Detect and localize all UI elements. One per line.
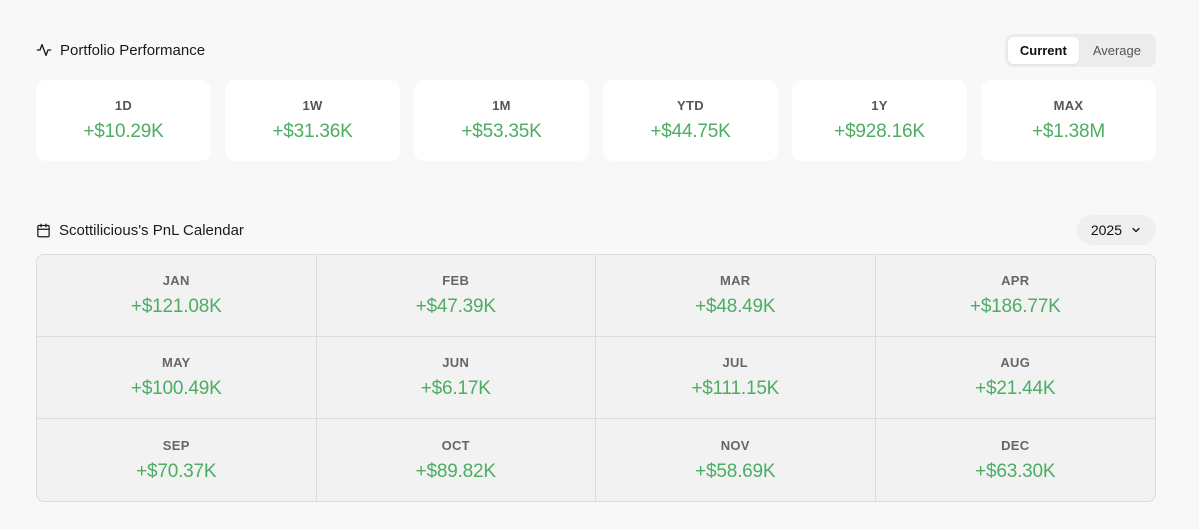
month-label: JUL bbox=[722, 355, 748, 370]
period-label: MAX bbox=[1053, 98, 1084, 113]
month-label: DEC bbox=[1001, 437, 1030, 453]
period-value: +$31.36K bbox=[272, 121, 353, 142]
month-label: MAY bbox=[161, 355, 191, 370]
month-cell-mar[interactable]: MAR +$48.49K bbox=[596, 255, 876, 337]
month-cell-nov[interactable]: NOV +$58.69K bbox=[596, 419, 876, 501]
period-card-1y: 1Y +$928.16K bbox=[792, 80, 967, 161]
period-label: YTD bbox=[677, 98, 704, 113]
period-card-max: MAX +$1.38M bbox=[981, 80, 1156, 161]
period-value: +$928.16K bbox=[834, 121, 925, 142]
calendar-header: Scottilicious's PnL Calendar 2025 bbox=[36, 214, 1156, 246]
year-dropdown[interactable]: 2025 bbox=[1076, 215, 1156, 245]
month-cell-may[interactable]: MAY +$100.49K bbox=[37, 337, 317, 419]
month-label: MAR bbox=[719, 273, 751, 288]
month-cell-aug[interactable]: AUG +$21.44K bbox=[875, 337, 1155, 419]
month-value: +$186.77K bbox=[969, 296, 1061, 317]
period-card-1d: 1D +$10.29K bbox=[36, 80, 211, 161]
performance-header: Portfolio Performance Current Average bbox=[36, 33, 1156, 67]
period-card-1m: 1M +$53.35K bbox=[414, 80, 589, 161]
month-label: NOV bbox=[720, 437, 750, 453]
month-value: +$89.82K bbox=[415, 460, 496, 482]
month-cell-dec[interactable]: DEC +$63.30K bbox=[876, 419, 1156, 501]
month-value: +$121.08K bbox=[130, 296, 222, 317]
period-value: +$53.35K bbox=[461, 121, 542, 142]
period-value: +$1.38M bbox=[1031, 121, 1106, 142]
year-value: 2025 bbox=[1090, 222, 1122, 238]
month-value: +$70.37K bbox=[136, 460, 217, 482]
month-label: FEB bbox=[442, 273, 470, 288]
month-label: APR bbox=[1001, 273, 1030, 288]
month-cell-sep[interactable]: SEP +$70.37K bbox=[37, 419, 317, 501]
calendar-icon bbox=[37, 223, 50, 237]
period-label: 1M bbox=[492, 98, 511, 113]
period-card-ytd: YTD +$44.75K bbox=[603, 80, 778, 161]
month-label: AUG bbox=[1000, 355, 1031, 370]
performance-title-group: Portfolio Performance bbox=[36, 42, 205, 59]
month-cell-apr[interactable]: APR +$186.77K bbox=[875, 255, 1155, 337]
period-card-1w: 1W +$31.36K bbox=[225, 80, 400, 161]
period-cards: 1D +$10.29K 1W +$31.36K 1M +$53.35K YTD … bbox=[36, 80, 1156, 161]
calendar-title-group: Scottilicious's PnL Calendar bbox=[36, 222, 244, 239]
pnl-calendar-grid: JAN +$121.08K FEB +$47.39K MAR +$48.49K … bbox=[36, 254, 1156, 502]
month-value: +$6.17K bbox=[420, 378, 491, 399]
month-cell-oct[interactable]: OCT +$89.82K bbox=[317, 419, 596, 501]
performance-title: Portfolio Performance bbox=[60, 41, 206, 59]
month-value: +$58.69K bbox=[695, 460, 776, 482]
period-label: 1D bbox=[114, 98, 133, 113]
month-label: JAN bbox=[162, 273, 190, 288]
month-label: JUN bbox=[442, 355, 470, 370]
month-value: +$47.39K bbox=[415, 296, 496, 317]
period-value: +$44.75K bbox=[650, 121, 731, 142]
period-label: 1Y bbox=[871, 98, 888, 113]
month-label: OCT bbox=[441, 437, 470, 453]
month-value: +$63.30K bbox=[975, 460, 1056, 482]
month-cell-feb[interactable]: FEB +$47.39K bbox=[316, 255, 596, 337]
current-average-toggle: Current Average bbox=[1004, 33, 1156, 67]
toggle-current[interactable]: Current bbox=[1007, 36, 1079, 64]
month-cell-jan[interactable]: JAN +$121.08K bbox=[37, 255, 317, 337]
period-label: 1W bbox=[302, 98, 323, 113]
month-cell-jun[interactable]: JUN +$6.17K bbox=[316, 337, 596, 419]
month-cell-jul[interactable]: JUL +$111.15K bbox=[596, 337, 876, 419]
month-value: +$21.44K bbox=[975, 378, 1056, 399]
month-label: SEP bbox=[162, 437, 190, 453]
period-value: +$10.29K bbox=[83, 121, 164, 142]
month-value: +$48.49K bbox=[695, 296, 776, 317]
month-value: +$100.49K bbox=[130, 378, 222, 399]
chevron-down-icon bbox=[1132, 227, 1140, 233]
toggle-average[interactable]: Average bbox=[1092, 42, 1141, 58]
month-value: +$111.15K bbox=[691, 378, 780, 399]
calendar-title: Scottilicious's PnL Calendar bbox=[59, 221, 244, 239]
activity-icon bbox=[36, 44, 52, 56]
